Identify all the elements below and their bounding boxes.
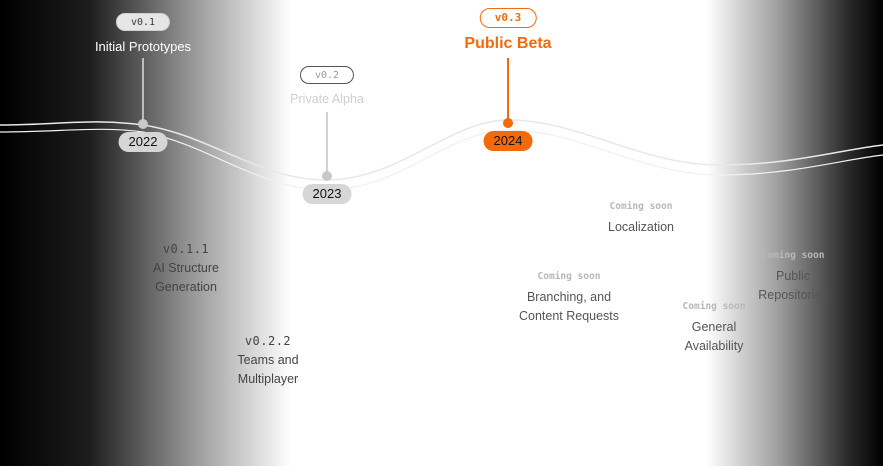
- feature-version: v0.2.2: [244, 334, 292, 348]
- feature-line: Public: [775, 269, 811, 283]
- milestone-stem-2024: [507, 58, 509, 123]
- coming-soon-tag: Coming soon: [537, 271, 601, 282]
- feature-line: Repositories: [758, 288, 828, 302]
- year-badge-2023: 2023: [302, 184, 352, 204]
- feature-branching-content-requests: Coming soon Branching, and Content Reque…: [519, 267, 619, 326]
- milestone-stem-2023: [326, 112, 328, 176]
- milestone-stem-2022: [142, 58, 144, 124]
- feature-line: Availability: [684, 339, 744, 353]
- feature-line: Multiplayer: [237, 372, 299, 386]
- milestone-title-private-alpha: Private Alpha: [290, 92, 364, 106]
- milestone-dot-2022: [138, 119, 148, 129]
- version-pill-v0-2: v0.2: [299, 66, 355, 84]
- feature-public-repositories: Coming soon Public Repositories: [758, 246, 827, 305]
- feature-ai-structure-generation: v0.1.1 AI Structure Generation: [153, 240, 219, 297]
- milestone-dot-2024: [503, 118, 513, 128]
- feature-line: AI Structure: [153, 261, 219, 275]
- coming-soon-tag: Coming soon: [609, 201, 673, 212]
- year-badge-2024: 2024: [483, 131, 533, 151]
- feature-line: Generation: [155, 280, 217, 294]
- feature-version: v0.1.1: [162, 242, 210, 256]
- feature-line: Teams and: [237, 353, 299, 367]
- feature-general-availability: Coming soon General Availability: [683, 297, 746, 356]
- feature-line: Branching, and: [526, 290, 612, 304]
- milestone-title-initial-prototypes: Initial Prototypes: [94, 39, 192, 54]
- feature-line: Localization: [607, 220, 675, 234]
- year-badge-2022: 2022: [118, 132, 168, 152]
- feature-teams-multiplayer: v0.2.2 Teams and Multiplayer: [237, 332, 298, 389]
- feature-localization: Coming soon Localization: [608, 197, 674, 237]
- feature-line: General: [691, 320, 737, 334]
- coming-soon-tag: Coming soon: [682, 301, 746, 312]
- coming-soon-tag: Coming soon: [761, 250, 825, 261]
- version-pill-v0-1: v0.1: [115, 13, 171, 31]
- feature-line: Content Requests: [518, 309, 620, 323]
- version-pill-v0-3: v0.3: [479, 8, 537, 28]
- milestone-dot-2023: [322, 171, 332, 181]
- milestone-title-public-beta: Public Beta: [464, 35, 552, 52]
